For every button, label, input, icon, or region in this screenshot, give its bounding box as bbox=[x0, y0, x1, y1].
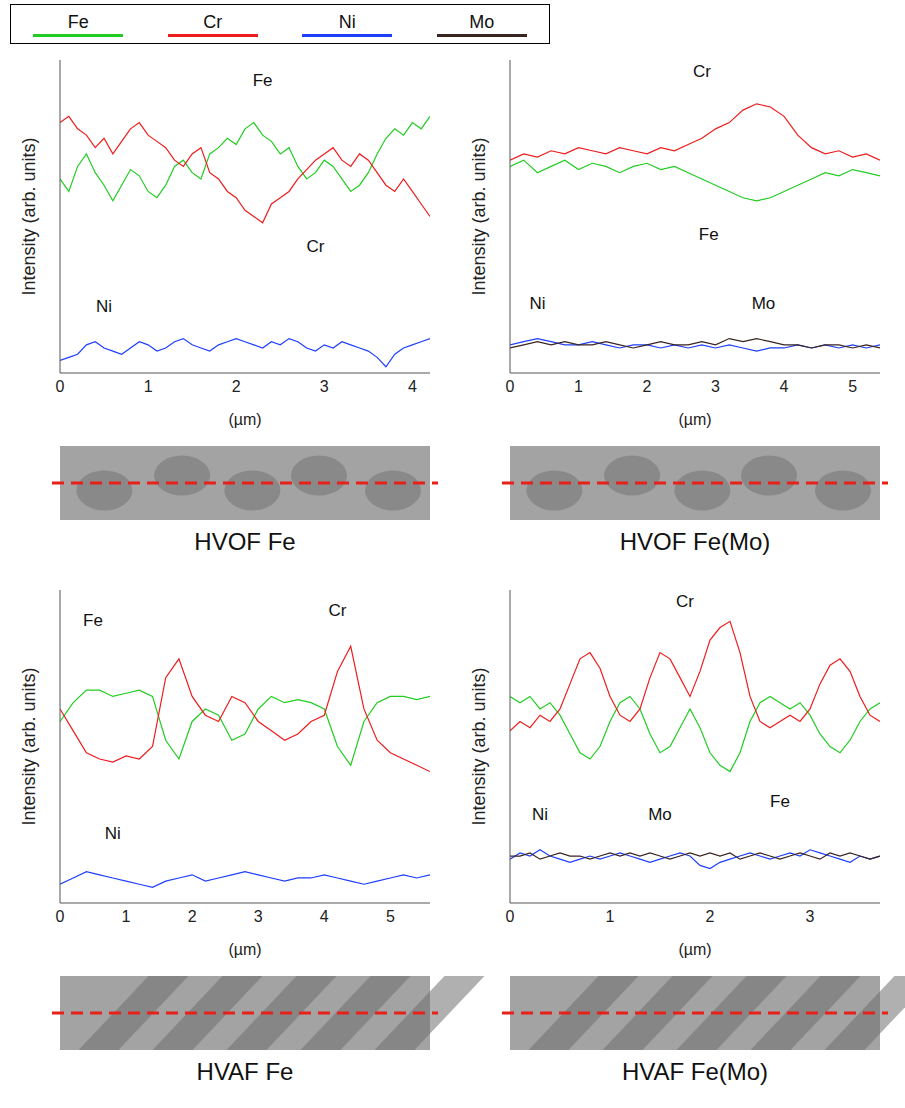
svg-text:(µm): (µm) bbox=[228, 941, 261, 958]
svg-text:Intensity (arb. units): Intensity (arb. units) bbox=[469, 137, 489, 295]
svg-text:3: 3 bbox=[806, 908, 815, 925]
svg-text:4: 4 bbox=[408, 378, 417, 395]
svg-text:Mo: Mo bbox=[648, 805, 672, 824]
svg-text:Cr: Cr bbox=[676, 592, 694, 611]
svg-text:0: 0 bbox=[506, 908, 515, 925]
svg-text:3: 3 bbox=[320, 378, 329, 395]
html-text:HVAF Fe(Mo): HVAF Fe(Mo) bbox=[621, 1058, 769, 1085]
svg-text:Fe: Fe bbox=[770, 792, 790, 811]
svg-text:3: 3 bbox=[254, 908, 263, 925]
svg-text:1: 1 bbox=[606, 908, 615, 925]
svg-text:Ni: Ni bbox=[532, 805, 548, 824]
svg-text:Ni: Ni bbox=[96, 297, 112, 316]
html-text:Cr: Cr bbox=[203, 11, 223, 32]
svg-text:4: 4 bbox=[780, 378, 789, 395]
html-text:Ni: Ni bbox=[338, 11, 356, 32]
html-text:HVAF Fe: HVAF Fe bbox=[196, 1058, 294, 1085]
svg-text:2: 2 bbox=[232, 378, 241, 395]
html-text:Fe: Fe bbox=[67, 11, 89, 32]
svg-text:1: 1 bbox=[144, 378, 153, 395]
svg-text:Cr: Cr bbox=[306, 237, 324, 256]
html-text:HVOF Fe(Mo): HVOF Fe(Mo) bbox=[619, 528, 771, 555]
svg-text:0: 0 bbox=[56, 378, 65, 395]
svg-text:0: 0 bbox=[56, 908, 65, 925]
svg-text:(µm): (µm) bbox=[678, 411, 711, 428]
svg-text:Intensity (arb. units): Intensity (arb. units) bbox=[469, 667, 489, 825]
svg-text:5: 5 bbox=[386, 908, 395, 925]
svg-text:1: 1 bbox=[574, 378, 583, 395]
svg-text:Ni: Ni bbox=[105, 824, 121, 843]
svg-text:Intensity (arb. units): Intensity (arb. units) bbox=[19, 667, 39, 825]
svg-text:(µm): (µm) bbox=[228, 411, 261, 428]
svg-text:Fe: Fe bbox=[83, 611, 103, 630]
svg-text:5: 5 bbox=[848, 378, 857, 395]
svg-text:2: 2 bbox=[706, 908, 715, 925]
svg-text:Fe: Fe bbox=[699, 225, 719, 244]
svg-text:Ni: Ni bbox=[529, 294, 545, 313]
svg-text:Mo: Mo bbox=[752, 294, 776, 313]
svg-text:Intensity (arb. units): Intensity (arb. units) bbox=[19, 137, 39, 295]
html-text:HVOF Fe: HVOF Fe bbox=[194, 528, 296, 555]
svg-text:1: 1 bbox=[122, 908, 131, 925]
svg-text:Fe: Fe bbox=[253, 71, 273, 90]
svg-text:2: 2 bbox=[188, 908, 197, 925]
svg-text:2: 2 bbox=[643, 378, 652, 395]
svg-text:(µm): (µm) bbox=[678, 941, 711, 958]
svg-text:0: 0 bbox=[506, 378, 515, 395]
html-text:Mo: Mo bbox=[469, 11, 495, 32]
svg-text:Cr: Cr bbox=[693, 62, 711, 81]
svg-text:3: 3 bbox=[711, 378, 720, 395]
svg-text:4: 4 bbox=[320, 908, 329, 925]
svg-text:Cr: Cr bbox=[329, 601, 347, 620]
